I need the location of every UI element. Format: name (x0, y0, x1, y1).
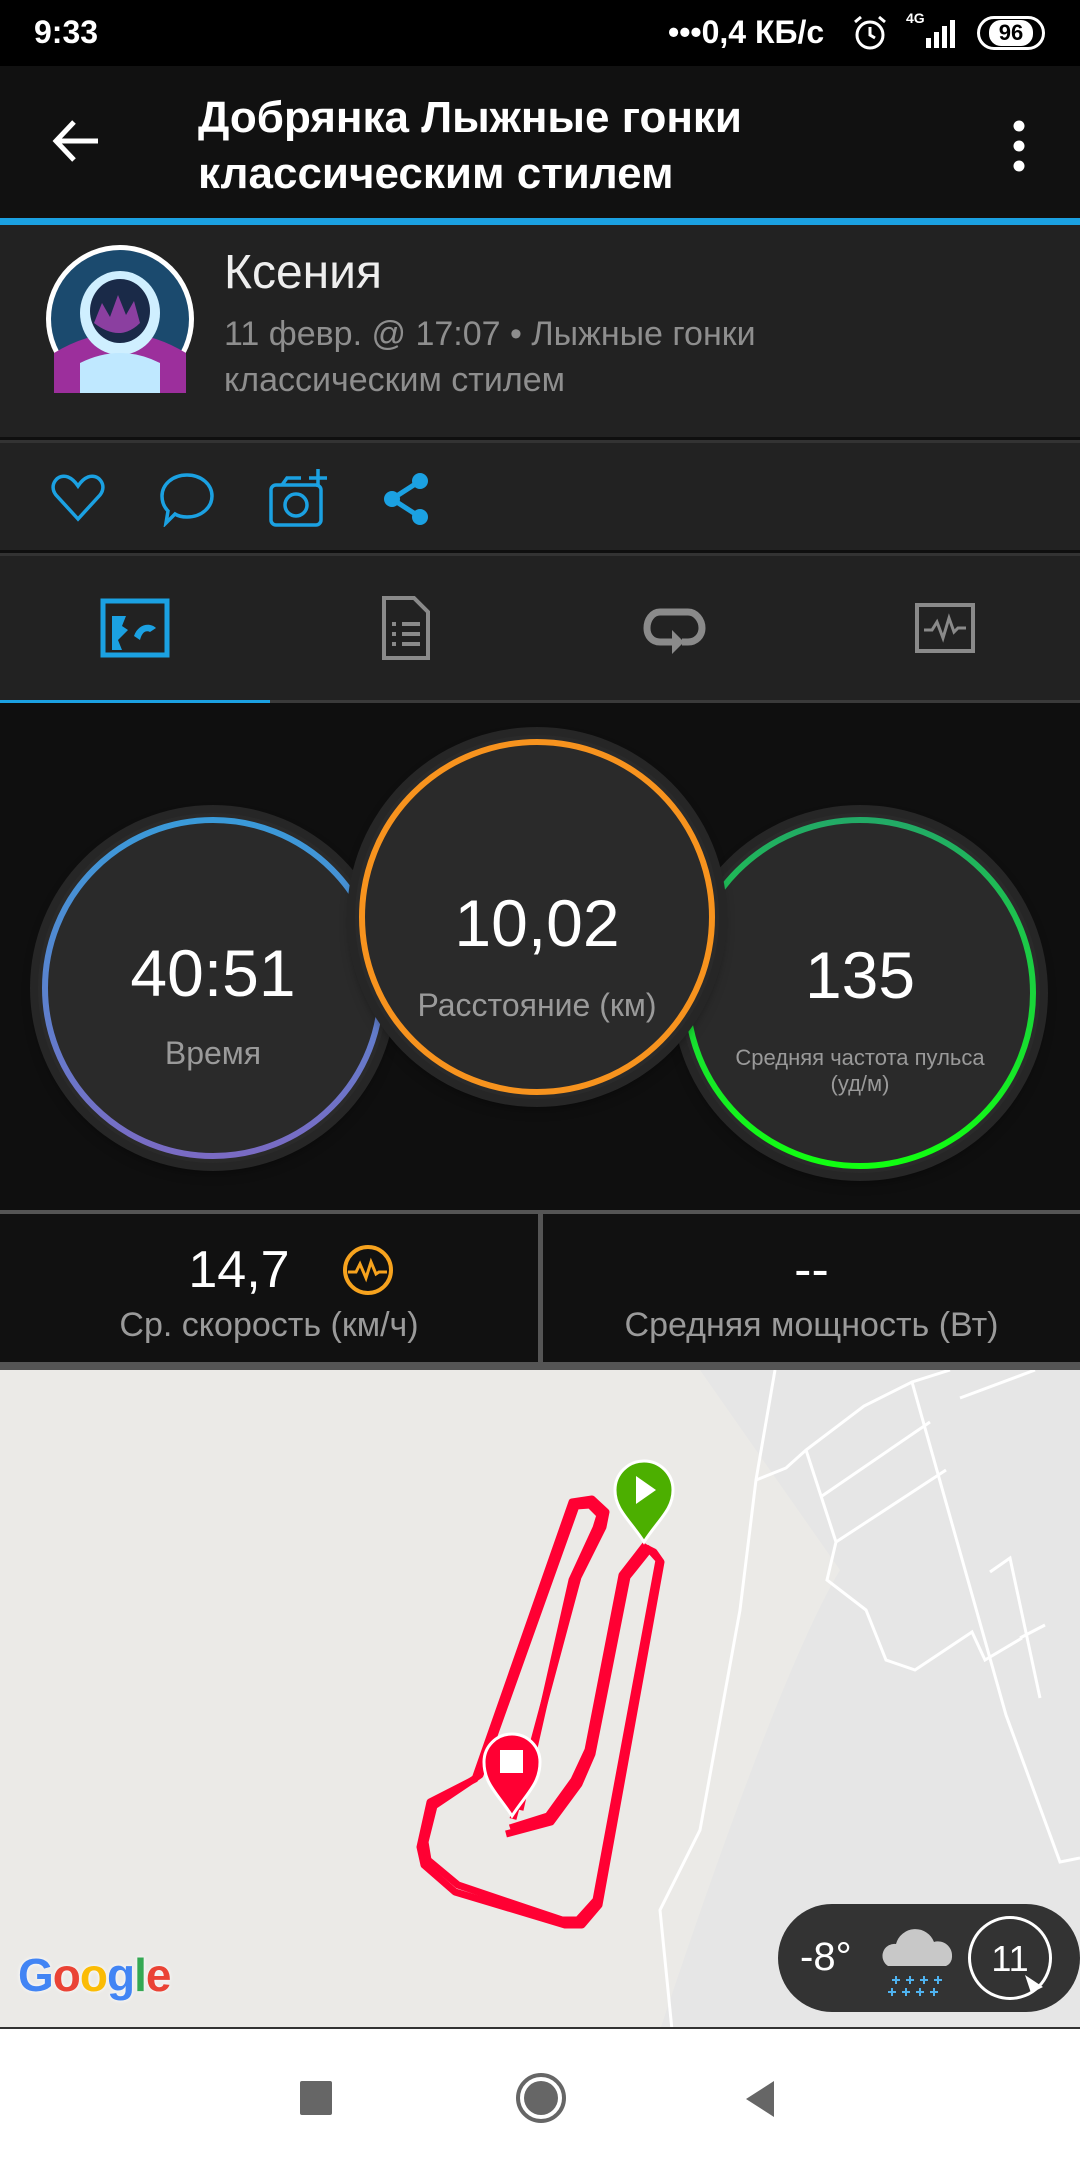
snow-cloud-icon (882, 1929, 953, 1996)
route-map[interactable]: Google -8° 11 (0, 1362, 1080, 2027)
summary-metrics: 40:51 Время 135 Средняя частота пульса (… (0, 703, 1080, 1210)
status-bar: 9:33 •••0,4 КБ/с 4G 96 (0, 0, 1080, 66)
avg-power-label: Средняя мощность (Вт) (624, 1306, 999, 1344)
status-time: 9:33 (34, 14, 99, 50)
map-canvas (416, 1370, 1080, 2027)
time-metric[interactable]: 40:51 Время (38, 813, 388, 1163)
heart-rate-metric[interactable]: 135 Средняя частота пульса (уд/м) (680, 813, 1040, 1173)
pulse-chart-icon[interactable] (342, 1244, 394, 1296)
distance-label: Расстояние (км) (417, 987, 657, 1023)
accent-divider (0, 218, 1080, 225)
title-line-1: Добрянка Лыжные гонки (198, 93, 742, 142)
avg-speed-label: Ср. скорость (км/ч) (119, 1306, 419, 1344)
map-tab-icon (100, 598, 170, 658)
stats-divider (538, 1214, 543, 1362)
activity-tabs (0, 553, 1080, 706)
weather-widget[interactable]: -8° 11 (778, 1904, 1080, 2012)
wind-indicator: 11 (968, 1916, 1052, 2000)
avg-power-value: -- (794, 1241, 829, 1299)
start-pin[interactable] (613, 1459, 675, 1545)
comment-icon[interactable] (158, 471, 216, 527)
arrow-left-icon[interactable] (50, 116, 104, 166)
secondary-stats: 14,7 Ср. скорость (км/ч) -- Средняя мощн… (0, 1210, 1080, 1362)
add-photo-icon[interactable] (268, 467, 330, 529)
tab-map[interactable] (0, 556, 270, 700)
distance-ring (359, 739, 715, 1095)
distance-metric[interactable]: 10,02 Расстояние (км) (355, 735, 719, 1099)
tab-details[interactable] (270, 556, 540, 700)
tab-charts[interactable] (810, 556, 1080, 700)
activity-header: Ксения 11 февр. @ 17:07 • Лыжные гонки к… (0, 225, 1080, 437)
more-vertical-icon[interactable] (1004, 118, 1034, 178)
google-logo: Google (18, 1949, 171, 2001)
route-track (416, 1495, 665, 1929)
wind-speed: 11 (991, 1938, 1029, 1979)
time-value: 40:51 (130, 936, 296, 1010)
avg-speed-stat[interactable]: 14,7 Ср. скорость (км/ч) (0, 1214, 538, 1362)
back-button[interactable] (742, 2079, 778, 2119)
network-type: 4G (906, 10, 925, 26)
laps-tab-icon (643, 608, 706, 654)
avg-power-stat[interactable]: -- Средняя мощность (Вт) (543, 1214, 1080, 1362)
system-nav-bar (0, 2027, 1080, 2160)
title-line-2: классическим стилем (198, 149, 674, 198)
battery-icon: 96 (977, 16, 1045, 50)
share-icon[interactable] (380, 471, 432, 527)
network-speed: •••0,4 КБ/с (668, 14, 825, 50)
social-actions (0, 440, 1080, 550)
finish-pin[interactable] (482, 1732, 542, 1819)
weather-temperature: -8° (800, 1935, 852, 1979)
recents-button[interactable] (300, 2081, 332, 2115)
stop-icon (500, 1750, 523, 1773)
alarm-icon (854, 15, 886, 50)
activity-meta: 11 февр. @ 17:07 • Лыжные гонки классиче… (224, 311, 756, 403)
heart-rate-unit: (уд/м) (830, 1071, 890, 1096)
activity-type-cont: классическим стилем (224, 361, 565, 399)
home-button[interactable] (516, 2073, 566, 2123)
activity-date-type: 11 февр. @ 17:07 • Лыжные гонки (224, 315, 756, 353)
heart-rate-label: Средняя частота пульса (735, 1045, 985, 1070)
tab-laps[interactable] (540, 556, 810, 700)
wind-direction-icon (1025, 1975, 1043, 1993)
user-name[interactable]: Ксения (224, 246, 382, 299)
battery-level: 96 (988, 20, 1034, 46)
app-bar: Добрянка Лыжные гонки классическим стиле… (0, 66, 1080, 218)
play-icon (636, 1476, 656, 1504)
charts-tab-icon (915, 603, 975, 653)
heart-icon[interactable] (50, 473, 106, 523)
distance-value: 10,02 (454, 886, 620, 960)
time-label: Время (164, 1035, 262, 1071)
page-title: Добрянка Лыжные гонки классическим стиле… (198, 90, 998, 202)
avg-speed-value: 14,7 (188, 1241, 290, 1299)
avatar[interactable] (44, 243, 196, 395)
signal-icon (926, 20, 955, 48)
heart-rate-value: 135 (804, 938, 916, 1012)
details-tab-icon (382, 596, 430, 660)
